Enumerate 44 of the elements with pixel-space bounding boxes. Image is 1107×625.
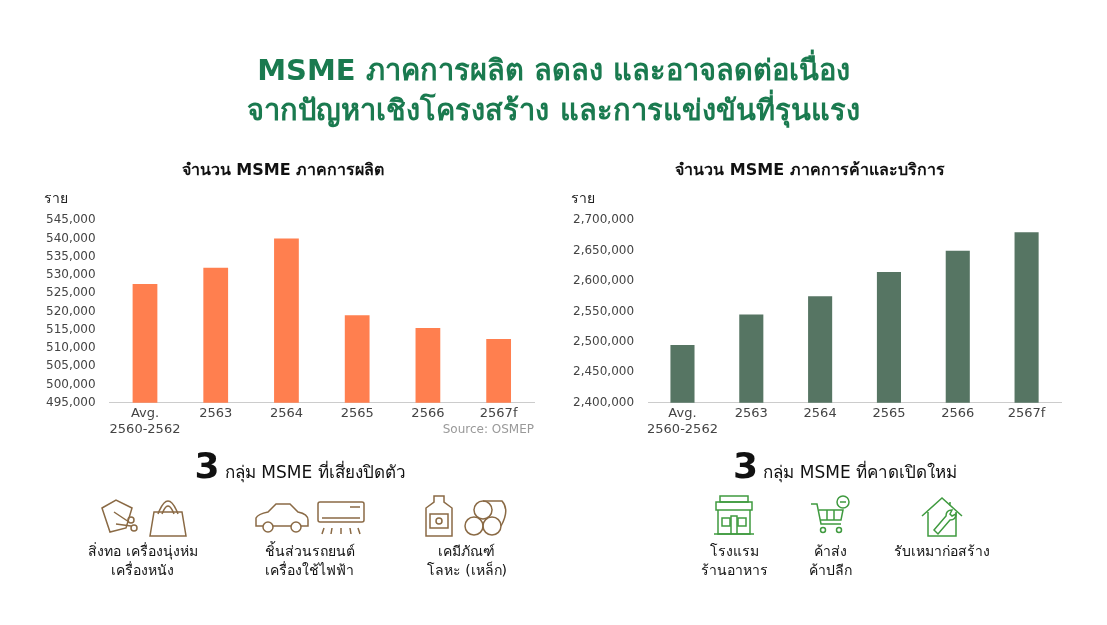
x-tick-label: Avg. 2560-2562 xyxy=(647,404,718,436)
x-tick-label: 2563 xyxy=(734,404,768,420)
text: 3 กลุ่ม MSME ที่คาดเปิดใหม่ xyxy=(731,445,959,486)
text: สิ่งทอ เครื่องนุ่งห่ม เครื่องหนัง xyxy=(88,542,198,580)
y-tick-label: 495,000 xyxy=(46,394,96,409)
x-tick-label: 2565 xyxy=(872,404,906,420)
y-tick-label: 515,000 xyxy=(46,321,96,336)
y-tick-label: 2,500,000 xyxy=(572,334,635,349)
y-tick-label: 2,700,000 xyxy=(572,212,635,227)
text: ค้าส่ง ค้าปลีก xyxy=(808,542,853,580)
y-tick-label: 530,000 xyxy=(46,267,96,282)
text: รับเหมาก่อสร้าง xyxy=(893,542,990,561)
y-tick-label: 2,400,000 xyxy=(572,394,635,409)
y-tick-label: 2,450,000 xyxy=(572,364,635,379)
y-tick-label: 535,000 xyxy=(46,248,96,263)
chart-title: จำนวน MSME ภาคการค้าและบริการ xyxy=(675,159,945,179)
chart-title: จำนวน MSME ภาคการผลิต xyxy=(181,159,385,179)
x-tick-label: 2565 xyxy=(340,404,374,420)
text: ชิ้นส่วนรถยนต์ เครื่องใช้ไฟฟ้า xyxy=(263,542,356,580)
y-tick-label: 2,550,000 xyxy=(572,303,635,318)
x-tick-label: 2563 xyxy=(199,404,233,420)
text: MSME ภาคการผลิต ลดลง และอาจลดต่อเนื่อง จากปัญหาเชิงโครงสร้าง และการแข่งขันที่รุนแรง xyxy=(246,50,861,130)
x-tick-label: 2567f xyxy=(479,404,518,420)
y-tick-label: 525,000 xyxy=(46,285,96,300)
y-axis-title: ราย xyxy=(571,189,595,206)
x-tick-label: 2564 xyxy=(269,404,303,420)
y-tick-label: 2,600,000 xyxy=(572,273,635,288)
y-tick-label: 540,000 xyxy=(46,230,96,245)
x-tick-label: Avg. 2560-2562 xyxy=(109,404,181,436)
y-tick-label: 545,000 xyxy=(46,212,96,227)
y-axis-title: ราย xyxy=(44,189,68,206)
text: 3 กลุ่ม MSME ที่เสี่ยงปิดตัว xyxy=(193,445,407,486)
x-tick-label: 2567f xyxy=(1007,404,1046,420)
y-tick-label: 2,650,000 xyxy=(572,242,635,257)
text: โรงแรม ร้านอาหาร xyxy=(700,542,768,580)
y-tick-label: 500,000 xyxy=(46,376,96,391)
x-tick-label: 2566 xyxy=(941,404,975,420)
y-tick-label: 505,000 xyxy=(46,358,96,373)
source-note: Source: OSMEP xyxy=(442,422,534,437)
y-tick-label: 520,000 xyxy=(46,303,96,318)
x-tick-label: 2564 xyxy=(803,404,837,420)
text: เคมีภัณฑ์ โลหะ (เหล็ก) xyxy=(425,542,509,580)
y-tick-label: 510,000 xyxy=(46,340,96,355)
x-tick-label: 2566 xyxy=(411,404,445,420)
